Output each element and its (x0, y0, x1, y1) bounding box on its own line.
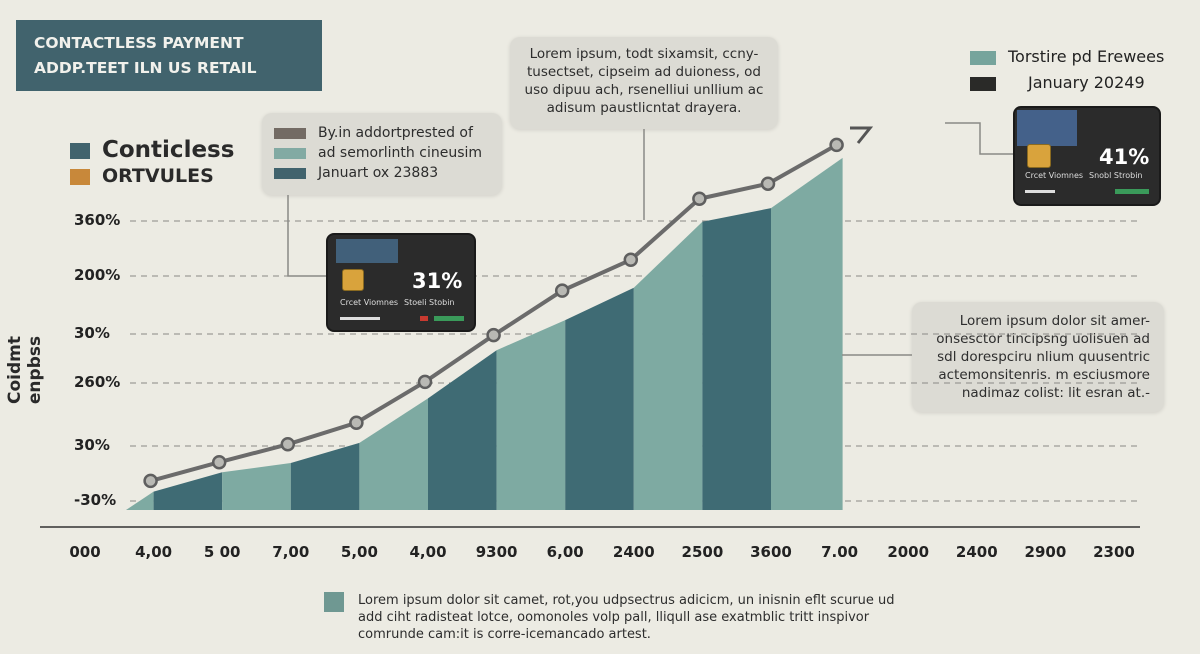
legend-item: Januart ox 23883 (274, 163, 490, 183)
legend-item: By.in addortprested of (274, 123, 490, 143)
card-bar (1025, 190, 1055, 193)
card-label: Stoeli Stobin (404, 298, 455, 307)
title-line-1: CONTACTLESS PAYMENT (34, 34, 244, 52)
legend-item: ORTVULES (70, 163, 234, 189)
legend-swatch (970, 50, 996, 65)
credit-card-large: 41% Crcet Viomnes Snobl Strobin (1013, 106, 1161, 206)
chip-icon (1027, 144, 1051, 168)
legend-item: January 20249 (970, 70, 1164, 96)
data-point (349, 415, 364, 431)
area-segment (565, 287, 634, 510)
legend-label: Torstire pd Erewees (1008, 47, 1165, 66)
data-point (143, 473, 158, 489)
x-tick-label: 3600 (750, 543, 792, 561)
x-tick-label: 5 00 (203, 543, 241, 561)
title-line-2: ADDP.TEET ILN US RETAIL (34, 59, 257, 77)
x-tick-label: 6,00 (546, 543, 584, 561)
legend-right: Torstire pd Erewees January 20249 (970, 44, 1164, 96)
legend-label: January 20249 (1028, 73, 1145, 92)
data-point (280, 437, 296, 452)
area-segment (222, 462, 291, 510)
y-tick-label: 200% (74, 266, 121, 284)
area-segment (771, 157, 843, 510)
x-tick-label: 4,00 (135, 543, 173, 561)
data-point (829, 137, 844, 153)
data-point (417, 374, 433, 390)
legend-item: Torstire pd Erewees (970, 44, 1164, 70)
legend-swatch (274, 127, 306, 139)
x-tick-label: 2400 (955, 543, 998, 561)
y-tick-label: 360% (74, 211, 121, 229)
card-bar (340, 317, 380, 320)
area-segment (290, 442, 360, 510)
data-point (554, 283, 570, 298)
legend-item: Conticless (70, 137, 234, 163)
chart-title: CONTACTLESS PAYMENT ADDP.TEET ILN US RET… (16, 20, 322, 91)
connector-line (945, 122, 1013, 155)
y-tick-label: 30% (74, 436, 110, 454)
x-tick-label: 2400 (612, 543, 655, 561)
legend-label: ORTVULES (102, 165, 214, 187)
y-tick-label: -30% (74, 491, 117, 509)
area-segment (428, 350, 497, 510)
legend-swatch (970, 76, 996, 91)
legend-swatch (70, 168, 90, 185)
footnote: Lorem ipsum dolor sit camet, rot,you udp… (358, 593, 895, 642)
data-point (486, 327, 501, 343)
callout-top: Lorem ipsum, todt sixamsit, ccny-tusects… (510, 37, 778, 129)
card-label: Crcet Viomnes (1025, 171, 1084, 180)
legend-swatch (274, 147, 306, 159)
legend-swatch (274, 167, 306, 179)
area-segment (359, 398, 428, 510)
x-tick-label: 7.00 (821, 543, 859, 561)
card-bar (434, 316, 464, 321)
x-tick-label: 4,00 (409, 543, 447, 561)
chip-icon (342, 269, 364, 291)
x-tick-label: 9300 (475, 543, 518, 561)
connector-line (287, 195, 326, 277)
area-segment (702, 208, 771, 510)
card-label: Crcet Viomnes (340, 298, 399, 307)
legend-label: Conticless (102, 137, 235, 163)
data-point (211, 454, 227, 470)
card-percent: 31% (412, 269, 463, 293)
legend-left: Conticless ORTVULES (70, 137, 234, 189)
footnote-swatch (324, 592, 344, 612)
callout-right: Lorem ipsum dolor sit amer-onsesctor tin… (912, 302, 1164, 412)
legend-item: ad semorlinth cineusim (274, 143, 490, 163)
data-point (760, 176, 776, 191)
credit-card-small: 31% Crcet Viomnes Stoeli Stobin (326, 233, 476, 332)
card-stripe (1017, 110, 1077, 146)
y-tick-label: 30% (74, 324, 110, 342)
card-percent: 41% (1099, 145, 1150, 169)
card-stripe (336, 239, 398, 263)
area-segment (126, 491, 154, 510)
legend-box: By.in addortprested of ad semorlinth cin… (262, 113, 502, 195)
x-tick-label: 000 (69, 543, 101, 561)
area-segment (496, 320, 566, 510)
legend-swatch (70, 142, 90, 159)
card-label: Snobl Strobin (1089, 171, 1143, 180)
y-axis-label: Coidmt enpbss (5, 335, 45, 405)
area-segment (153, 472, 223, 510)
legend-label: Januart ox 23883 (318, 165, 439, 181)
legend-label: By.in addortprested of (318, 125, 473, 141)
x-tick-label: 2500 (681, 543, 724, 561)
data-point (623, 252, 639, 268)
x-tick-label: 2300 (1093, 543, 1135, 561)
area-segment (633, 221, 703, 511)
data-point (692, 191, 707, 207)
x-tick-label: 7,00 (272, 543, 310, 561)
arrow-icon (850, 126, 874, 144)
y-tick-label: 260% (74, 373, 121, 391)
card-bar (1115, 189, 1149, 194)
x-tick-label: 5,00 (340, 543, 378, 561)
legend-label: ad semorlinth cineusim (318, 145, 483, 161)
card-bar (420, 316, 428, 321)
x-tick-label: 2900 (1024, 543, 1067, 561)
x-tick-label: 2000 (887, 543, 930, 561)
